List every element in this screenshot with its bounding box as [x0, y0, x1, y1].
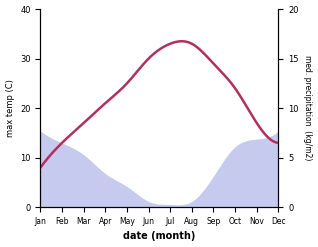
Y-axis label: med. precipitation  (kg/m2): med. precipitation (kg/m2) [303, 55, 313, 161]
Y-axis label: max temp (C): max temp (C) [5, 79, 15, 137]
X-axis label: date (month): date (month) [123, 231, 196, 242]
